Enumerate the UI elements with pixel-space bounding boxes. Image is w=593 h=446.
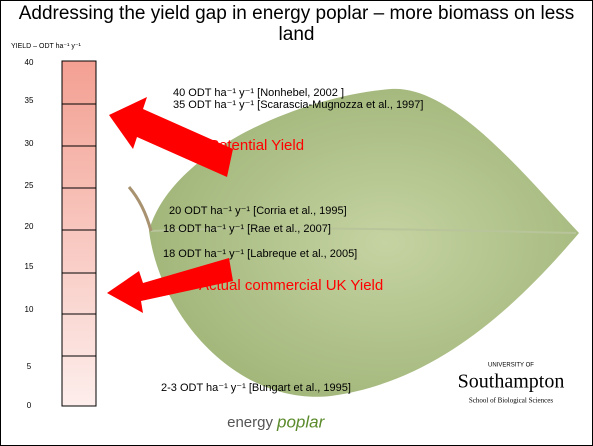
annotation: 2-3 ODT ha⁻¹ y⁻¹ [Bungart et al., 1995] [161,382,351,394]
annotation: 18 ODT ha⁻¹ y⁻¹ [Rae et al., 2007] [163,223,331,235]
slide-graphics: YIELD – ODT ha⁻¹ y⁻¹ Potential Yield Act… [1,1,592,445]
slide: YIELD – ODT ha⁻¹ y⁻¹ Potential Yield Act… [0,0,593,446]
annotation: 40 ODT ha⁻¹ y⁻¹ [Nonhebel, 2002 ] [173,87,344,99]
yield-bar [62,61,96,406]
logo-text: energy [227,414,273,431]
logo-text: Southampton [458,371,565,393]
logo-text: poplar [276,412,326,431]
tick-label: 15 [25,262,34,271]
annotation: 35 ODT ha⁻¹ y⁻¹ [Scarascia-Mugnozza et a… [173,99,423,111]
logo-text: UNIVERSITY OF [488,363,534,369]
tick-label: 40 [25,58,34,67]
tick-label: 10 [25,305,34,314]
tick-label: 20 [25,222,34,231]
tick-label: 5 [27,362,32,371]
slide-title: Addressing the yield gap in energy popla… [9,3,584,45]
tick-label: 0 [27,401,32,410]
tick-label: 35 [25,96,34,105]
tick-label: 30 [25,139,34,148]
logo-text: School of Biological Sciences [469,397,553,405]
annotation: 18 ODT ha⁻¹ y⁻¹ [Labreque et al., 2005] [163,248,357,260]
leaf-stem [129,187,151,231]
annotation: 20 ODT ha⁻¹ y⁻¹ [Corria et al., 1995] [169,205,347,217]
tick-label: 25 [25,181,34,190]
leaf [149,89,579,397]
arrow-label: Actual commercial UK Yield [199,277,383,294]
arrow-label: Potential Yield [209,137,304,154]
